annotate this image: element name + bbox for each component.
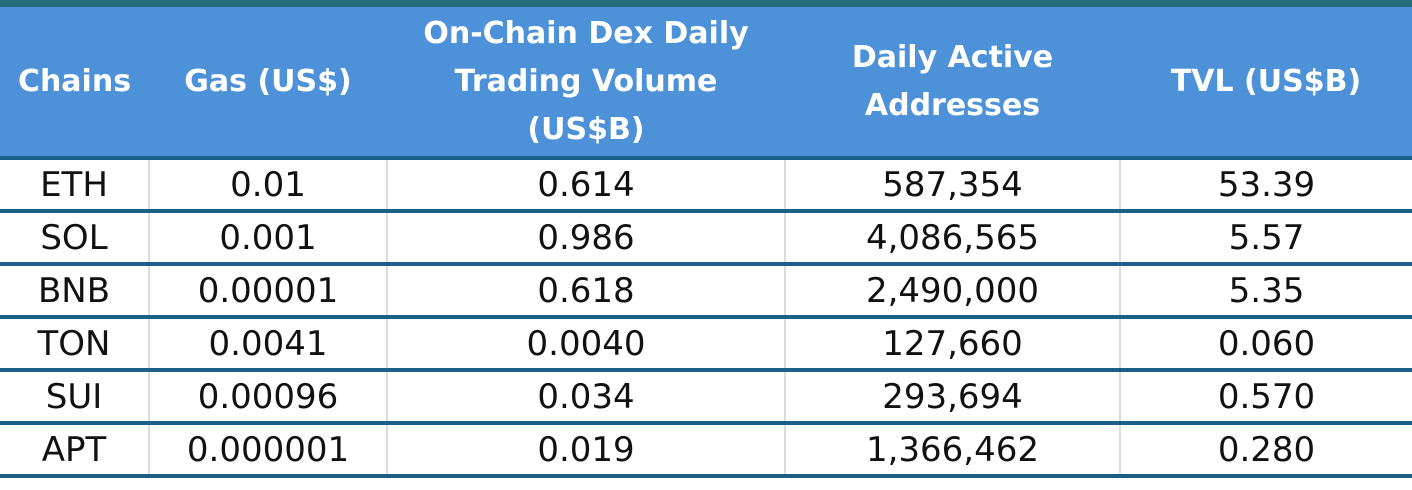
- column-header-gas: Gas (US$): [149, 7, 387, 160]
- cell-active-addresses: 1,366,462: [785, 423, 1121, 478]
- cell-gas: 0.00096: [149, 370, 388, 425]
- cell-gas: 0.000001: [149, 423, 388, 478]
- cell-gas: 0.0041: [149, 317, 388, 372]
- cell-tvl: 0.060: [1120, 317, 1412, 372]
- table-body: ETH 0.01 0.614 587,354 53.39 SOL 0.001 0…: [0, 158, 1412, 478]
- cell-dex-volume: 0.986: [387, 211, 786, 266]
- table-row-sol: SOL 0.001 0.986 4,086,565 5.57: [0, 211, 1412, 266]
- cell-gas: 0.00001: [149, 264, 388, 319]
- cell-dex-volume: 0.034: [387, 370, 786, 425]
- cell-tvl: 53.39: [1120, 158, 1412, 213]
- cell-chain: TON: [0, 317, 150, 372]
- cell-chain: APT: [0, 423, 150, 478]
- chains-comparison-table-container: Chains Gas (US$) On-Chain Dex Daily Trad…: [0, 0, 1412, 478]
- table-row-apt: APT 0.000001 0.019 1,366,462 0.280: [0, 423, 1412, 478]
- cell-chain: ETH: [0, 158, 150, 213]
- cell-tvl: 0.570: [1120, 370, 1412, 425]
- column-header-tvl: TVL (US$B): [1120, 7, 1412, 160]
- cell-tvl: 0.280: [1120, 423, 1412, 478]
- cell-gas: 0.001: [149, 211, 388, 266]
- cell-dex-volume: 0.618: [387, 264, 786, 319]
- cell-dex-volume: 0.614: [387, 158, 786, 213]
- cell-active-addresses: 4,086,565: [785, 211, 1121, 266]
- table-row-sui: SUI 0.00096 0.034 293,694 0.570: [0, 370, 1412, 425]
- column-header-active-addresses: Daily Active Addresses: [785, 7, 1120, 160]
- header-row: Chains Gas (US$) On-Chain Dex Daily Trad…: [0, 7, 1412, 160]
- table-row-eth: ETH 0.01 0.614 587,354 53.39: [0, 158, 1412, 213]
- column-header-chains: Chains: [0, 7, 149, 160]
- cell-gas: 0.01: [149, 158, 388, 213]
- cell-chain: SUI: [0, 370, 150, 425]
- cell-tvl: 5.35: [1120, 264, 1412, 319]
- table-row-ton: TON 0.0041 0.0040 127,660 0.060: [0, 317, 1412, 372]
- cell-active-addresses: 127,660: [785, 317, 1121, 372]
- cell-dex-volume: 0.0040: [387, 317, 786, 372]
- cell-chain: BNB: [0, 264, 150, 319]
- cell-active-addresses: 587,354: [785, 158, 1121, 213]
- cell-dex-volume: 0.019: [387, 423, 786, 478]
- table-row-bnb: BNB 0.00001 0.618 2,490,000 5.35: [0, 264, 1412, 319]
- chains-comparison-table: Chains Gas (US$) On-Chain Dex Daily Trad…: [0, 7, 1412, 478]
- cell-tvl: 5.57: [1120, 211, 1412, 266]
- table-header: Chains Gas (US$) On-Chain Dex Daily Trad…: [0, 7, 1412, 160]
- cell-active-addresses: 2,490,000: [785, 264, 1121, 319]
- cell-active-addresses: 293,694: [785, 370, 1121, 425]
- cell-chain: SOL: [0, 211, 150, 266]
- column-header-dex-volume: On-Chain Dex Daily Trading Volume (US$B): [387, 7, 785, 160]
